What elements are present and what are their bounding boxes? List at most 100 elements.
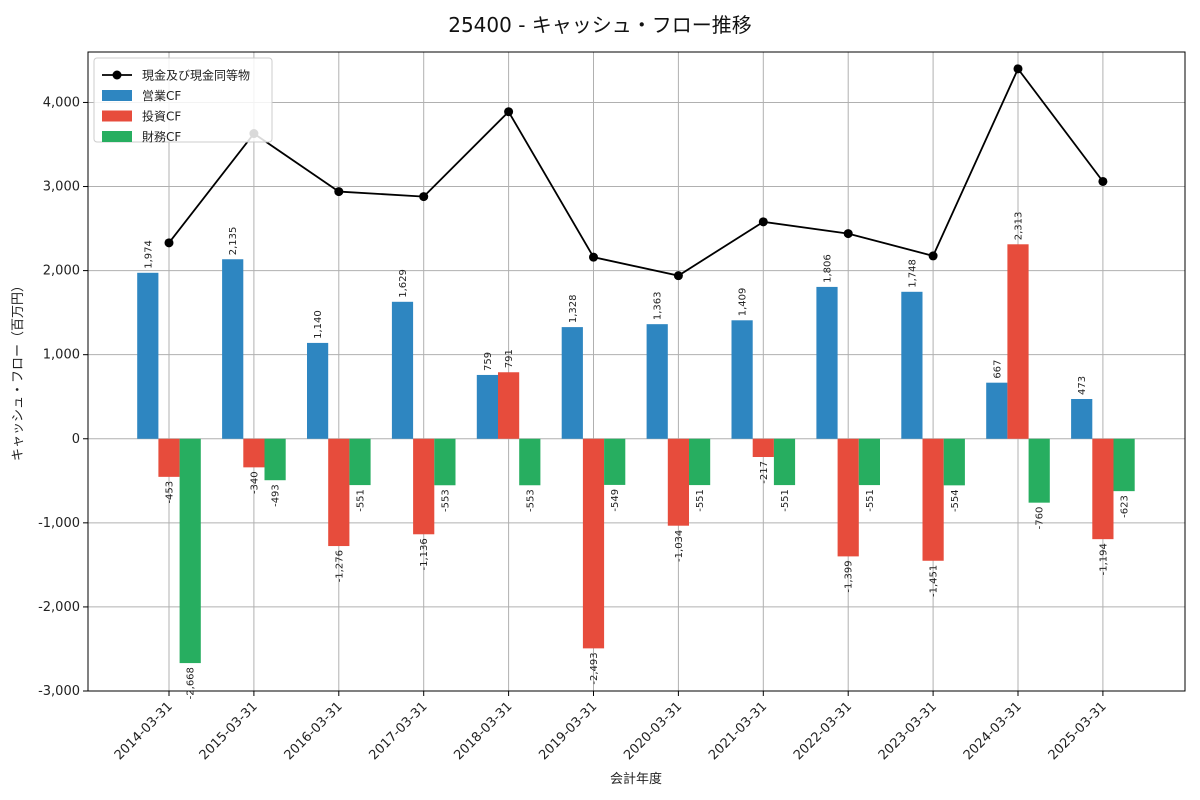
bar-value-label: -554 (950, 489, 961, 512)
bar (689, 438, 711, 486)
y-tick-label: 2,000 (43, 264, 80, 279)
legend-entry-label: 投資CF (142, 109, 181, 124)
bar (731, 320, 753, 439)
bar (391, 301, 414, 439)
bar-value-label: 759 (483, 352, 494, 371)
bar-value-label: 1,748 (907, 259, 918, 288)
bar (519, 438, 541, 486)
bar (816, 286, 838, 439)
bar (1092, 438, 1114, 540)
cash-point (1013, 64, 1023, 74)
bar (858, 438, 880, 486)
bar-value-label: 1,363 (653, 292, 664, 321)
bar (328, 438, 350, 547)
bar-series (137, 244, 1135, 664)
x-tick-label: 2016-03-31 (282, 699, 346, 763)
line-series (164, 64, 1108, 281)
x-tick-label: 2014-03-31 (112, 699, 176, 763)
bar (1028, 438, 1050, 503)
y-axis-label: キャッシュ・フロー（百万円） (11, 279, 26, 461)
legend-swatch (102, 90, 132, 101)
x-tick-label: 2017-03-31 (366, 699, 430, 763)
bar (922, 438, 944, 561)
cash-point (843, 229, 853, 239)
legend-marker (112, 70, 122, 80)
bar (773, 438, 796, 486)
bar (837, 438, 859, 557)
bar-value-label: -553 (525, 489, 536, 512)
bar-value-label: 791 (504, 349, 515, 368)
bar-value-label: 2,135 (228, 227, 239, 256)
plot-frame (87, 51, 1186, 692)
legend-entry-label: 財務CF (142, 129, 181, 144)
bar (901, 291, 923, 439)
bar-value-label: -553 (440, 489, 451, 512)
bar (561, 327, 583, 439)
y-tick-label: 3,000 (43, 180, 80, 195)
y-tick-label: 0 (72, 432, 80, 447)
bar (986, 382, 1008, 439)
y-tick-label: -1,000 (38, 516, 80, 531)
x-tick-label: 2025-03-31 (1046, 699, 1110, 763)
bar-value-label: -1,276 (334, 550, 345, 582)
cash-point (334, 187, 344, 197)
bar-value-label: -551 (780, 489, 791, 512)
bar-value-label: -760 (1035, 507, 1046, 530)
bar-value-label: 2,313 (1014, 212, 1025, 241)
cash-point (419, 192, 429, 202)
bar (604, 438, 626, 485)
x-tick-label: 2021-03-31 (706, 699, 770, 763)
bar (498, 372, 520, 439)
x-tick-label: 2020-03-31 (621, 699, 685, 763)
cash-point (164, 238, 174, 248)
bar-value-label: 473 (1077, 376, 1088, 395)
bar-value-label: -340 (249, 471, 260, 494)
bar (1113, 438, 1135, 492)
x-tick-label: 2019-03-31 (536, 699, 600, 763)
bar-value-label: -2,668 (186, 667, 197, 699)
y-tick-label: 1,000 (43, 348, 80, 363)
bar (434, 438, 456, 486)
bar (243, 438, 265, 468)
bar (222, 259, 244, 439)
bar-value-label: -217 (759, 461, 770, 484)
x-tick-label: 2018-03-31 (451, 699, 515, 763)
cash-point (1098, 176, 1108, 186)
bar-value-label: -1,136 (419, 538, 430, 570)
legend-box (93, 57, 273, 143)
x-tick-label: 2023-03-31 (876, 699, 940, 763)
cash-point (673, 271, 683, 281)
bar (264, 438, 286, 481)
chart-title: 25400 - キャッシュ・フロー推移 (448, 13, 752, 37)
bar (137, 272, 159, 439)
bar-value-labels: 1,974 2,135 1,140 1,629 759 1,328 1,363 1,409 1,… (143, 212, 1130, 700)
bar (667, 438, 689, 526)
bar (646, 324, 668, 439)
bar (349, 438, 371, 486)
bar-value-label: 1,974 (143, 240, 154, 269)
bar (943, 438, 965, 486)
bar (179, 438, 201, 664)
bar (413, 438, 435, 535)
bar (158, 438, 180, 477)
cash-point (504, 107, 514, 117)
bar-value-label: -1,451 (929, 565, 940, 597)
bar-value-label: -551 (865, 489, 876, 512)
cash-point (758, 217, 768, 227)
bar-value-label: -453 (165, 481, 176, 504)
bar-value-label: -493 (271, 484, 282, 507)
bar-value-label: 1,328 (568, 294, 579, 323)
y-tick-label: -3,000 (38, 684, 80, 699)
bar (476, 374, 498, 439)
legend-entry-label: 現金及び現金同等物 (142, 68, 250, 83)
y-tick-label: 4,000 (43, 95, 80, 110)
bar-value-label: 667 (992, 360, 1003, 379)
bar (752, 438, 774, 458)
cash-line (168, 67, 1104, 277)
bar-value-label: 1,629 (398, 269, 409, 298)
bar-value-label: 1,409 (738, 288, 749, 317)
bar-value-label: -623 (1120, 495, 1131, 518)
x-tick-label: 2024-03-31 (961, 699, 1025, 763)
